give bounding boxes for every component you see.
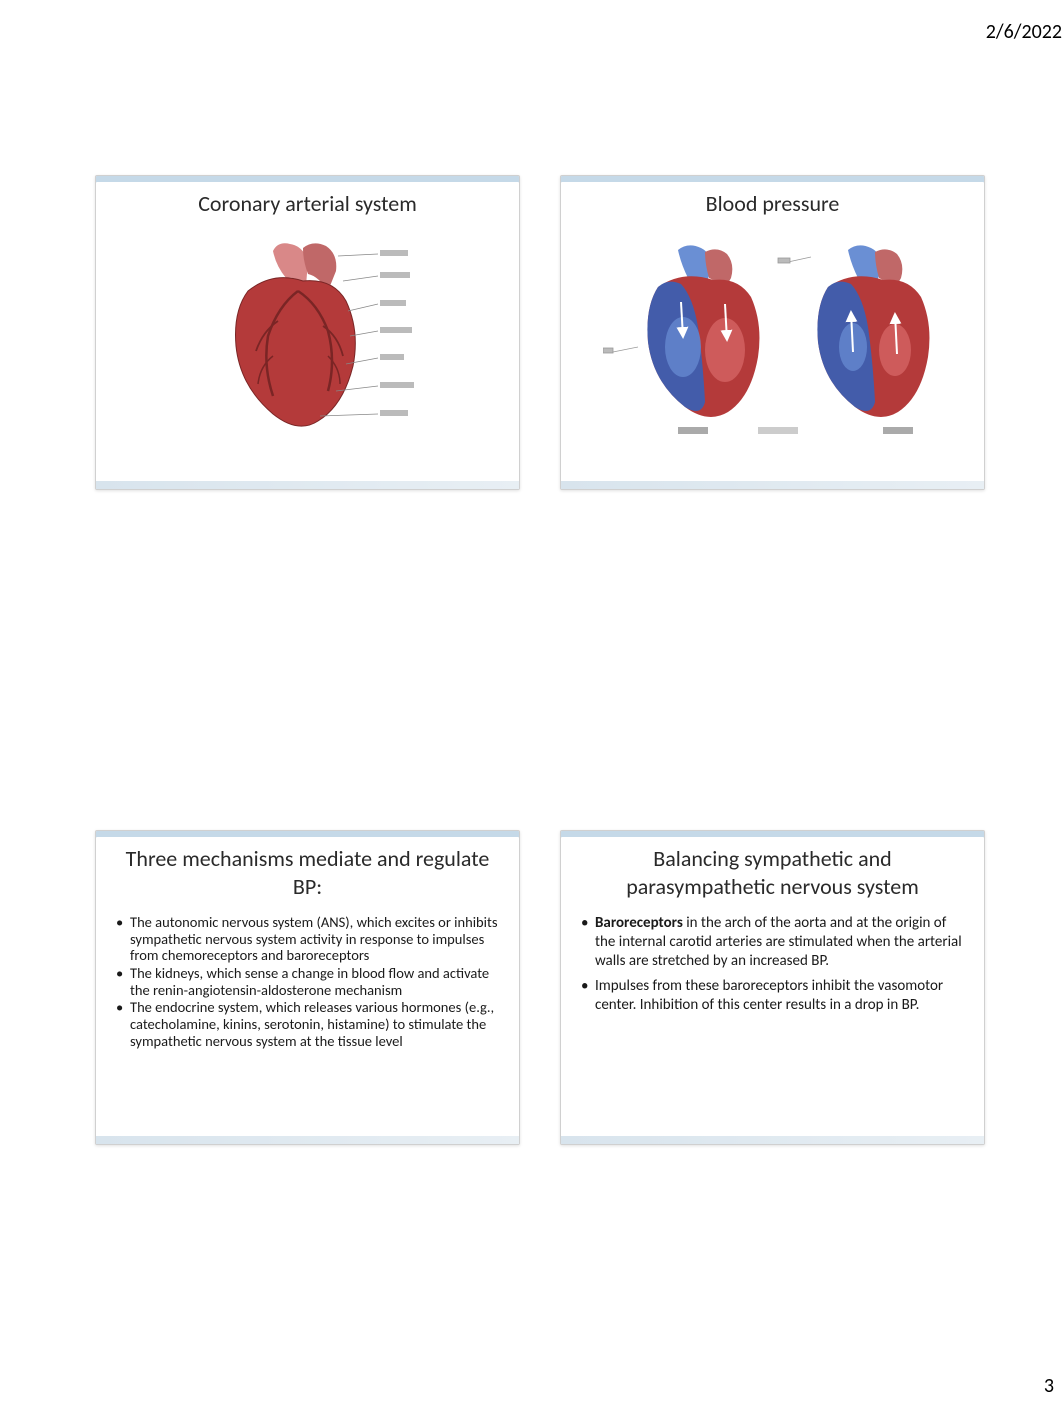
slide-title: Blood pressure: [581, 190, 964, 218]
slide-blood-pressure: Blood pressure: [560, 175, 985, 490]
bullet-item: The endocrine system, which releases var…: [116, 999, 499, 1049]
bullet-item: Impulses from these baroreceptors inhibi…: [581, 977, 964, 1015]
date-header: 2/6/2022: [986, 20, 1062, 44]
slide-balancing: Balancing sympathetic and parasympatheti…: [560, 830, 985, 1145]
bullet-item: The kidneys, which sense a change in blo…: [116, 965, 499, 998]
heart-bp-image: [603, 232, 943, 442]
bold-term: Baroreceptors: [595, 914, 683, 932]
bullet-item: The autonomic nervous system (ANS), whic…: [116, 914, 499, 964]
slide-title: Balancing sympathetic and parasympatheti…: [581, 845, 964, 900]
slide-row-2: Three mechanisms mediate and regulate BP…: [95, 830, 985, 1145]
slide-title: Coronary arterial system: [116, 190, 499, 218]
slide-body: The autonomic nervous system (ANS), whic…: [116, 914, 499, 1049]
bullet-item: Baroreceptors in the arch of the aorta a…: [581, 914, 964, 970]
slide-row-1: Coronary arterial system: [95, 175, 985, 490]
page-number: 3: [1044, 1374, 1054, 1398]
slides-container: Coronary arterial system: [95, 175, 985, 1145]
slide-coronary-arterial: Coronary arterial system: [95, 175, 520, 490]
heart-coronary-image: [178, 236, 438, 436]
slide-title: Three mechanisms mediate and regulate BP…: [116, 845, 499, 900]
slide-three-mechanisms: Three mechanisms mediate and regulate BP…: [95, 830, 520, 1145]
slide-body: Baroreceptors in the arch of the aorta a…: [581, 914, 964, 1015]
